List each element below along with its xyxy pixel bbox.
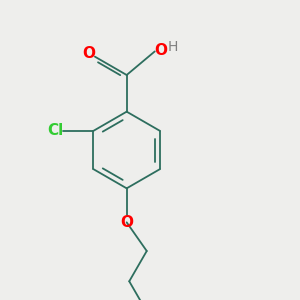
Text: O: O (120, 215, 133, 230)
Text: Cl: Cl (47, 123, 64, 138)
Text: O: O (154, 43, 167, 58)
Text: H: H (167, 40, 178, 54)
Text: O: O (82, 46, 95, 62)
